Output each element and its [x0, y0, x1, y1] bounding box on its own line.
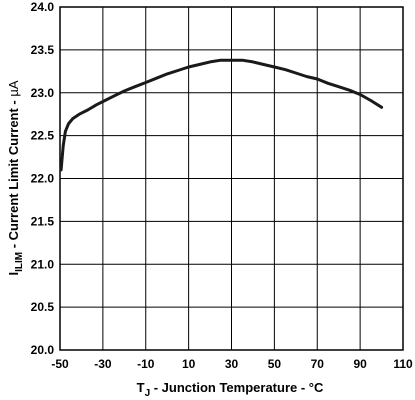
y-axis-label: IILIM - Current Limit Current - µA	[6, 80, 25, 275]
x-tick-label: 30	[225, 357, 239, 371]
y-tick-label: 20.0	[31, 343, 55, 357]
y-tick-label: 23.0	[31, 86, 55, 100]
y-tick-label: 21.5	[31, 214, 55, 228]
y-tick-label: 22.5	[31, 129, 55, 143]
x-tick-label: -10	[137, 357, 155, 371]
x-tick-labels: -50 -30 -10 10 30 50 70 90 110	[51, 357, 413, 371]
y-tick-label: 21.0	[31, 257, 55, 271]
x-tick-label: 50	[268, 357, 282, 371]
x-tick-label: 110	[393, 357, 413, 371]
y-tick-labels: 20.0 20.5 21.0 21.5 22.0 22.5 23.0 23.5 24.0	[31, 0, 55, 357]
y-tick-label: 24.0	[31, 0, 55, 14]
x-tick-label: -30	[94, 357, 112, 371]
series-line	[59, 58, 384, 172]
x-axis-label: TJ - Junction Temperature - °C	[137, 380, 324, 399]
grid	[59, 6, 404, 351]
y-tick-label: 23.5	[31, 43, 55, 57]
plot-frame	[59, 6, 404, 351]
y-tick-label: 20.5	[31, 300, 55, 314]
x-tick-label: 70	[311, 357, 325, 371]
x-tick-label: -50	[51, 357, 69, 371]
y-tick-label: 22.0	[31, 172, 55, 186]
x-tick-label: 90	[353, 357, 367, 371]
x-tick-label: 10	[182, 357, 196, 371]
